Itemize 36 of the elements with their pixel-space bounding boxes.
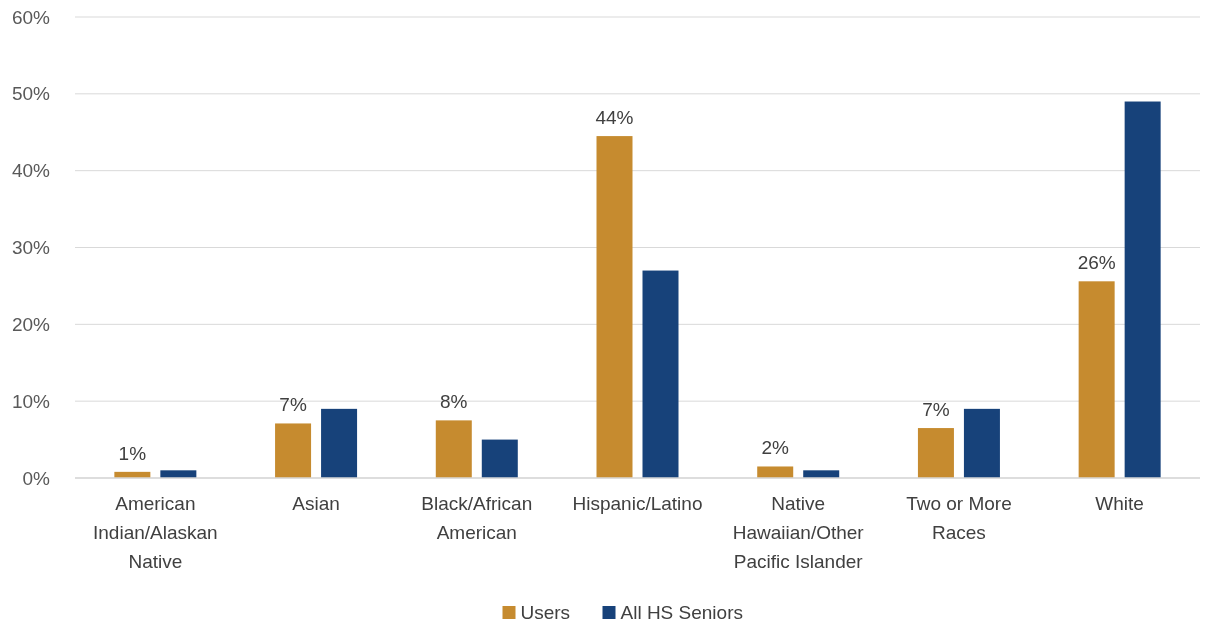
data-label: 8%: [440, 391, 468, 413]
x-tick-label: American Indian/Alaskan Native: [93, 493, 218, 572]
legend-label: Users: [520, 602, 571, 623]
bar: [1078, 281, 1115, 478]
bar: [435, 420, 472, 478]
bar: [1124, 101, 1161, 478]
x-tick-label: Hispanic/Latino: [572, 493, 703, 514]
x-tick-label: White: [1095, 493, 1144, 514]
y-tick-label: 50%: [11, 83, 51, 105]
bar: [917, 428, 954, 478]
bar: [757, 466, 794, 478]
x-tick-label: Asian: [292, 493, 340, 514]
y-tick-label: 0%: [22, 467, 51, 489]
legend-label: All HS Seniors: [620, 602, 743, 623]
data-label: 26%: [1077, 252, 1116, 274]
bar: [963, 408, 1000, 478]
y-tick-label: 10%: [11, 390, 51, 412]
bar: [803, 470, 840, 478]
data-label: 2%: [761, 437, 790, 459]
bar: [642, 270, 679, 478]
bar: [321, 408, 358, 478]
y-tick-label: 30%: [11, 237, 51, 259]
data-label: 7%: [279, 394, 307, 416]
y-tick-label: 20%: [11, 313, 51, 335]
bar: [481, 439, 518, 478]
bar: [160, 470, 197, 478]
x-tick-label: Two or More Races: [906, 493, 1012, 543]
bar: [275, 423, 312, 478]
x-tick-label: Black/African American: [421, 493, 533, 543]
y-tick-label: 60%: [11, 6, 51, 28]
data-label: 7%: [922, 399, 950, 421]
data-label: 1%: [118, 442, 147, 464]
data-label: 44%: [595, 107, 634, 129]
bar: [596, 136, 633, 478]
y-tick-label: 40%: [11, 160, 51, 182]
x-tick-label: Native Hawaiian/Other Pacific Islander: [732, 493, 865, 572]
